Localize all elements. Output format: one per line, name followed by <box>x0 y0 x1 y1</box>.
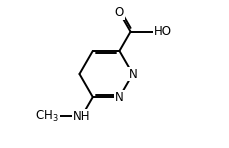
Text: HO: HO <box>153 25 171 38</box>
Text: CH$_3$: CH$_3$ <box>35 109 58 124</box>
Text: N: N <box>114 91 123 104</box>
Text: N: N <box>128 67 136 81</box>
Text: NH: NH <box>73 110 90 123</box>
Text: O: O <box>114 6 123 19</box>
